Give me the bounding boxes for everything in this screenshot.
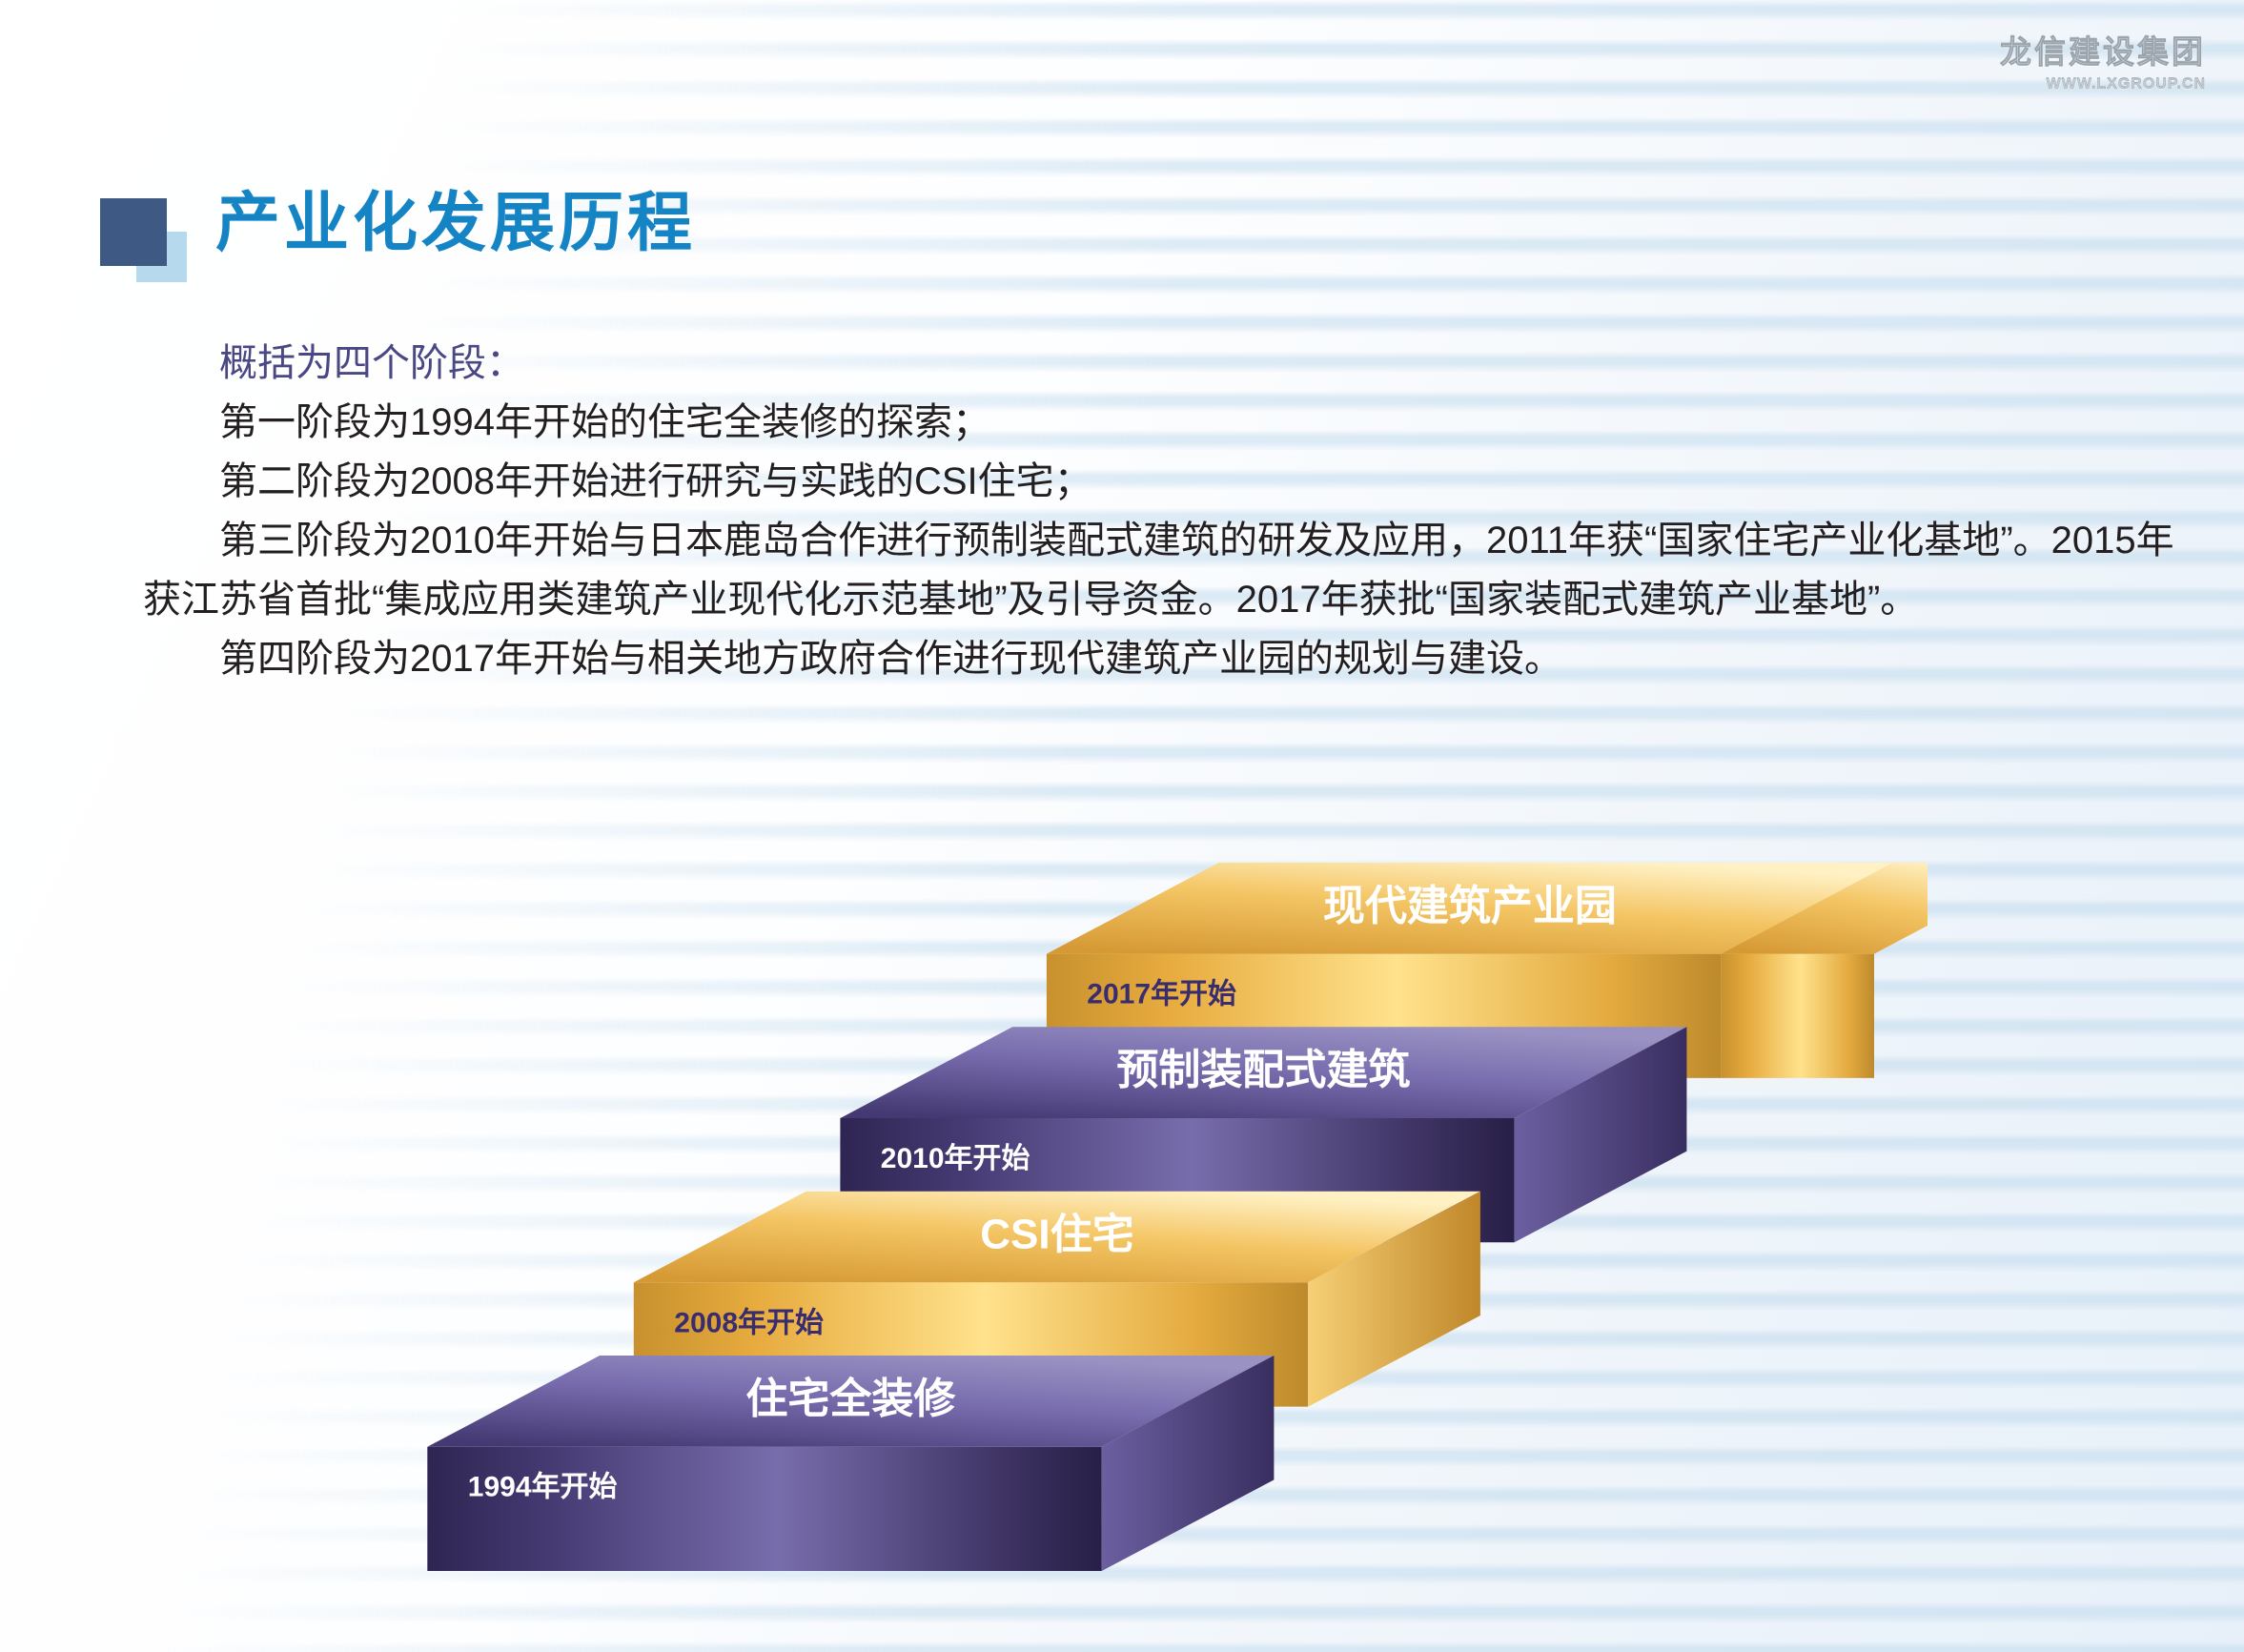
svg-text:住宅全装修: 住宅全装修 bbox=[745, 1375, 956, 1422]
svg-text:2008年开始: 2008年开始 bbox=[674, 1307, 824, 1338]
svg-text:CSI住宅: CSI住宅 bbox=[980, 1212, 1133, 1258]
svg-text:预制装配式建筑: 预制装配式建筑 bbox=[1116, 1047, 1410, 1093]
svg-text:2010年开始: 2010年开始 bbox=[881, 1143, 1030, 1174]
svg-text:现代建筑产业园: 现代建筑产业园 bbox=[1323, 883, 1617, 929]
svg-text:1994年开始: 1994年开始 bbox=[468, 1472, 618, 1503]
svg-text:2017年开始: 2017年开始 bbox=[1087, 979, 1236, 1010]
